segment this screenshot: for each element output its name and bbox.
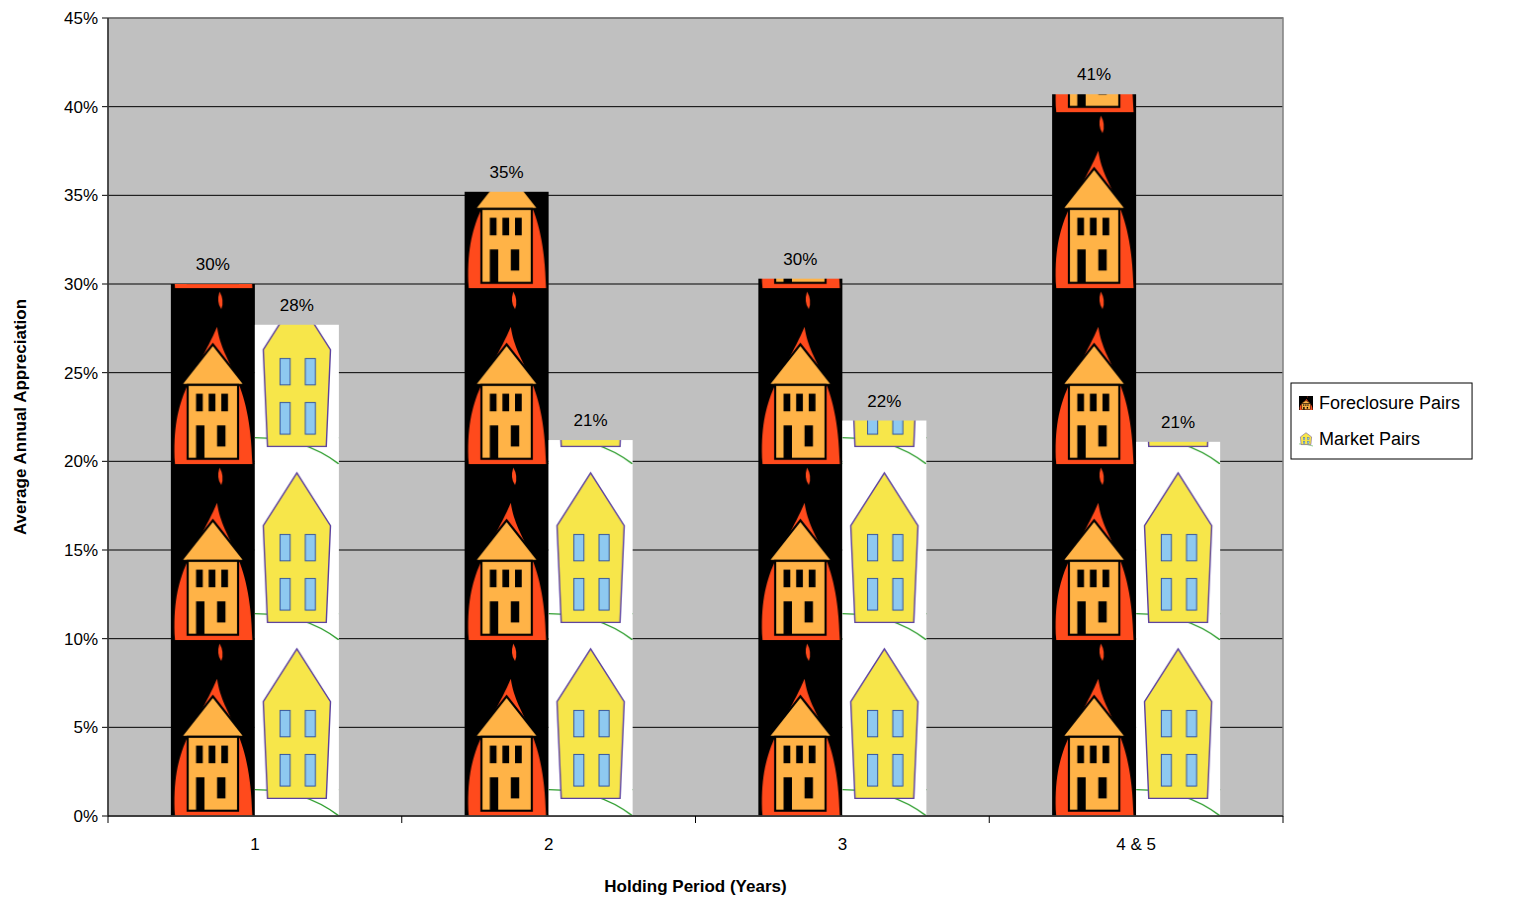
x-tick-label: 1 — [250, 835, 259, 854]
y-tick-label: 15% — [64, 541, 98, 560]
y-tick — [102, 18, 108, 19]
legend-swatch — [1299, 432, 1313, 446]
legend: Foreclosure Pairs Market Pairs — [1291, 383, 1472, 459]
y-tick-label: 20% — [64, 452, 98, 471]
x-tick-label: 2 — [544, 835, 553, 854]
bars — [171, 94, 1220, 816]
x-tick — [989, 816, 990, 823]
y-tick — [102, 372, 108, 373]
y-tick-label: 30% — [64, 275, 98, 294]
y-tick-label: 10% — [64, 630, 98, 649]
y-tick-label: 0% — [73, 807, 98, 826]
plot-background — [108, 18, 1283, 816]
data-label: 35% — [490, 163, 524, 182]
bar — [842, 421, 926, 816]
data-label: 30% — [196, 255, 230, 274]
bar — [171, 284, 255, 816]
y-tick-label: 40% — [64, 98, 98, 117]
bar — [1052, 94, 1136, 816]
y-tick-label: 25% — [64, 364, 98, 383]
bar — [549, 440, 633, 816]
chart: 0% 5% 10% 15% 20% 25% 30% 35% 40% 45% 30% 35% 30% 41%… — [0, 0, 1527, 904]
bar — [1136, 442, 1220, 816]
y-axis — [108, 18, 109, 816]
x-tick-label: 3 — [838, 835, 847, 854]
x-tick-label: 4 & 5 — [1116, 835, 1156, 854]
x-tick — [1283, 816, 1284, 823]
y-tick — [102, 816, 108, 817]
data-label: 22% — [867, 392, 901, 411]
legend-swatch — [1299, 396, 1313, 410]
legend-label: Foreclosure Pairs — [1319, 393, 1460, 413]
data-label: 30% — [783, 250, 817, 269]
bar — [758, 279, 842, 816]
y-tick — [102, 461, 108, 462]
y-tick — [102, 550, 108, 551]
y-tick-label: 35% — [64, 186, 98, 205]
data-label: 41% — [1077, 65, 1111, 84]
bar — [465, 192, 549, 816]
bar — [255, 325, 339, 816]
plot-border — [108, 18, 1283, 816]
y-tick — [102, 727, 108, 728]
y-tick — [102, 195, 108, 196]
data-label: 21% — [1161, 413, 1195, 432]
y-tick — [102, 106, 108, 107]
x-axis-title: Holding Period (Years) — [604, 877, 786, 896]
y-tick — [102, 638, 108, 639]
legend-label: Market Pairs — [1319, 429, 1420, 449]
x-tick — [401, 816, 402, 823]
x-tick — [108, 816, 109, 823]
data-label: 28% — [280, 296, 314, 315]
data-label: 21% — [574, 411, 608, 430]
legend-box — [1291, 383, 1472, 459]
x-tick — [695, 816, 696, 823]
y-tick — [102, 284, 108, 285]
y-tick-label: 5% — [73, 718, 98, 737]
y-tick-label: 45% — [64, 9, 98, 28]
y-axis-title: Average Annual Appreciation — [11, 299, 30, 535]
data-labels: 30% 35% 30% 41% 28% 21% 22% 21% — [196, 65, 1195, 432]
